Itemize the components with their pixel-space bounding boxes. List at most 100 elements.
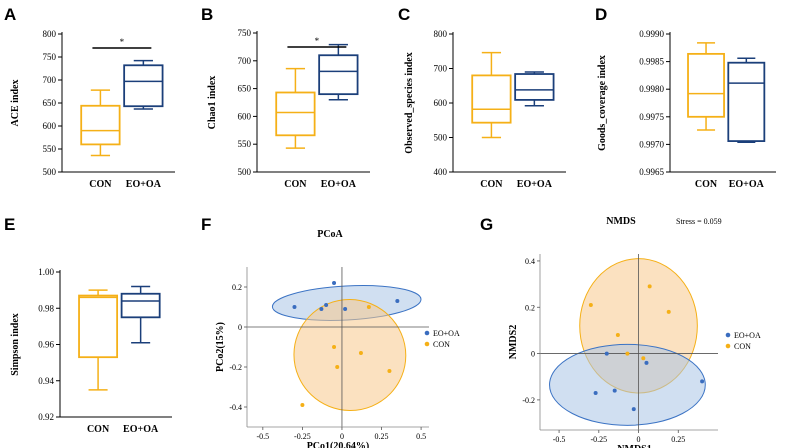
iqr-box bbox=[687, 52, 725, 118]
panel-C: C 400 500 600 700 800 Observed_species index CO… bbox=[398, 5, 566, 190]
iqr-box bbox=[275, 91, 316, 137]
y-tick-label: 0.2 bbox=[232, 283, 242, 292]
panel-letter: E bbox=[4, 215, 15, 234]
x-category-label: EO+OA bbox=[517, 179, 553, 190]
y-tick-label: -0.4 bbox=[229, 403, 242, 412]
y-axis-title: PCo2(15%) bbox=[215, 322, 226, 372]
panel-B: B 500 550 600 650 700 750 Chao1 index CON EO+OA * bbox=[201, 5, 370, 190]
legend-marker bbox=[424, 341, 430, 347]
point-con bbox=[615, 333, 620, 338]
x-tick-label: -0.5 bbox=[256, 432, 269, 441]
x-category-label: EO+OA bbox=[321, 179, 357, 190]
chart-title: PCoA bbox=[317, 229, 343, 240]
point-con bbox=[647, 284, 652, 289]
significance-star: * bbox=[120, 37, 125, 47]
iqr-box bbox=[514, 73, 555, 101]
y-axis-title: Chao1 index bbox=[207, 76, 218, 130]
y-tick-label: 0.9990 bbox=[639, 29, 664, 39]
y-tick-label: 0.4 bbox=[525, 257, 535, 266]
x-category-label: CON bbox=[89, 179, 112, 190]
iqr-box bbox=[120, 292, 161, 319]
x-category-label: EO+OA bbox=[123, 424, 159, 435]
y-tick-label: 0.2 bbox=[525, 303, 535, 312]
point-eooa bbox=[644, 360, 649, 365]
y-tick-label: 500 bbox=[434, 133, 448, 143]
legend-label: CON bbox=[433, 340, 450, 349]
iqr-box bbox=[123, 64, 164, 108]
y-tick-label: 750 bbox=[238, 28, 252, 38]
panel-D: D 0.9965 0.9970 0.9975 0.9980 0.9985 0.9990 Goo… bbox=[595, 5, 776, 190]
box-eooa bbox=[318, 43, 359, 101]
point-eooa bbox=[319, 307, 324, 311]
y-tick-label: -0.2 bbox=[522, 396, 535, 405]
y-tick-label: 0.92 bbox=[38, 412, 54, 422]
y-axis-title: NMDS2 bbox=[508, 325, 519, 359]
point-eooa bbox=[324, 303, 329, 307]
x-tick-label: 0.5 bbox=[416, 432, 426, 441]
panel-letter: F bbox=[201, 215, 211, 234]
panel-F: F PCoA -0.5 -0.25 0 0.25 0.5 -0.4 -0.2 0 0.2 PCo1(2… bbox=[201, 215, 460, 448]
panel-letter: A bbox=[4, 5, 16, 24]
legend-label: CON bbox=[734, 342, 751, 351]
point-eooa bbox=[395, 299, 400, 303]
x-category-label: CON bbox=[480, 179, 503, 190]
point-eooa bbox=[612, 388, 617, 393]
point-con bbox=[358, 351, 363, 355]
y-tick-label: 0 bbox=[238, 323, 242, 332]
point-eooa bbox=[700, 379, 705, 384]
point-con bbox=[625, 351, 630, 356]
x-category-label: EO+OA bbox=[126, 179, 162, 190]
box-con bbox=[80, 89, 121, 157]
point-con bbox=[641, 356, 646, 361]
point-eooa bbox=[292, 305, 297, 309]
point-con bbox=[666, 309, 671, 314]
iqr-box bbox=[727, 61, 766, 142]
x-tick-label: 0.25 bbox=[375, 432, 389, 441]
box-eooa bbox=[727, 57, 766, 143]
legend-label: EO+OA bbox=[734, 331, 761, 340]
y-axis-title: Goods_coverage index bbox=[597, 55, 608, 151]
y-tick-label: 500 bbox=[238, 167, 252, 177]
point-eooa bbox=[332, 281, 337, 285]
iqr-box bbox=[80, 104, 121, 146]
y-tick-label: 0 bbox=[531, 350, 535, 359]
y-axis-title: Simpson index bbox=[10, 313, 21, 376]
box-con bbox=[471, 51, 512, 139]
stress-value: Stress = 0.059 bbox=[676, 217, 722, 226]
y-tick-label: 600 bbox=[43, 121, 57, 131]
point-con bbox=[335, 365, 340, 369]
y-tick-label: 0.94 bbox=[38, 376, 54, 386]
point-con bbox=[366, 305, 371, 309]
box-con bbox=[275, 67, 316, 149]
y-tick-label: 400 bbox=[434, 167, 448, 177]
point-eooa bbox=[604, 351, 609, 356]
y-tick-label: 0.96 bbox=[38, 340, 54, 350]
point-eooa bbox=[631, 407, 636, 412]
x-tick-label: -0.25 bbox=[294, 432, 311, 441]
y-tick-label: 0.9965 bbox=[639, 167, 664, 177]
y-axis-title: ACE index bbox=[10, 80, 21, 127]
panel-G: G NMDS Stress = 0.059 -0.5 -0.25 0 0.25 -0.2 0 0.… bbox=[480, 215, 761, 448]
box-eooa bbox=[120, 285, 161, 344]
y-tick-label: 800 bbox=[43, 29, 57, 39]
y-tick-label: 500 bbox=[43, 167, 57, 177]
x-tick-label: 0 bbox=[637, 435, 641, 444]
y-tick-label: 700 bbox=[238, 56, 252, 66]
legend-label: EO+OA bbox=[433, 329, 460, 338]
y-tick-label: 1.00 bbox=[38, 267, 54, 277]
x-category-label: CON bbox=[695, 179, 718, 190]
y-tick-label: 650 bbox=[43, 98, 57, 108]
y-tick-label: 600 bbox=[434, 98, 448, 108]
y-tick-label: 750 bbox=[43, 52, 57, 62]
y-tick-label: 700 bbox=[43, 75, 57, 85]
box-eooa bbox=[514, 71, 555, 107]
y-tick-label: 0.9980 bbox=[639, 84, 664, 94]
panel-letter: D bbox=[595, 5, 607, 24]
y-tick-label: 0.9970 bbox=[639, 139, 664, 149]
legend-marker bbox=[424, 330, 430, 336]
x-tick-label: -0.5 bbox=[553, 435, 566, 444]
point-con bbox=[300, 403, 305, 407]
box-con bbox=[78, 289, 119, 391]
x-category-label: CON bbox=[284, 179, 307, 190]
y-tick-label: 0.98 bbox=[38, 303, 54, 313]
